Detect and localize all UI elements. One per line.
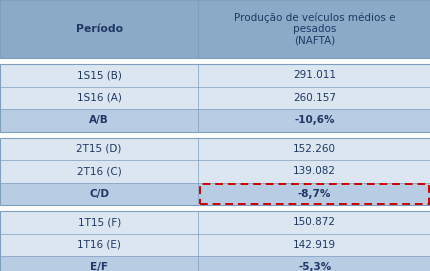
- Bar: [0, 0, 198, 58]
- Text: C/D: C/D: [89, 189, 109, 199]
- Text: E/F: E/F: [90, 262, 108, 271]
- Bar: [198, 64, 430, 87]
- Bar: [0, 0, 430, 58]
- Text: 142.919: 142.919: [292, 240, 335, 250]
- Bar: [0, 138, 198, 160]
- Bar: [0, 109, 198, 132]
- Bar: [0, 211, 430, 271]
- Text: 139.082: 139.082: [292, 166, 335, 176]
- Text: 2T16 (C): 2T16 (C): [77, 166, 121, 176]
- Bar: [0, 183, 198, 205]
- Text: Período: Período: [75, 24, 123, 34]
- Bar: [198, 160, 430, 183]
- Text: 152.260: 152.260: [292, 144, 335, 154]
- Bar: [0, 160, 198, 183]
- Text: 260.157: 260.157: [292, 93, 335, 103]
- Bar: [198, 183, 430, 205]
- Bar: [198, 87, 430, 109]
- Text: 1S16 (A): 1S16 (A): [77, 93, 121, 103]
- Text: 1T16 (E): 1T16 (E): [77, 240, 121, 250]
- Text: 150.872: 150.872: [292, 217, 335, 227]
- Bar: [0, 132, 430, 138]
- Bar: [198, 211, 430, 234]
- Text: -5,3%: -5,3%: [297, 262, 331, 271]
- Bar: [0, 234, 198, 256]
- Bar: [198, 234, 430, 256]
- Bar: [198, 256, 430, 271]
- Bar: [0, 138, 430, 205]
- Text: -8,7%: -8,7%: [297, 189, 331, 199]
- Bar: [0, 87, 198, 109]
- Text: 1S15 (B): 1S15 (B): [77, 70, 121, 80]
- Text: 2T15 (D): 2T15 (D): [76, 144, 122, 154]
- Text: -10,6%: -10,6%: [294, 115, 334, 125]
- Bar: [0, 64, 198, 87]
- Text: Produção de veículos médios e
pesados
(NAFTA): Produção de veículos médios e pesados (N…: [233, 12, 394, 46]
- Bar: [0, 58, 430, 64]
- Text: A/B: A/B: [89, 115, 109, 125]
- Text: 1T15 (F): 1T15 (F): [77, 217, 120, 227]
- Bar: [200, 184, 428, 204]
- Bar: [198, 138, 430, 160]
- Bar: [198, 0, 430, 58]
- Bar: [198, 109, 430, 132]
- Bar: [0, 205, 430, 211]
- Bar: [0, 256, 198, 271]
- Text: 291.011: 291.011: [292, 70, 335, 80]
- Bar: [0, 211, 198, 234]
- Bar: [0, 64, 430, 132]
